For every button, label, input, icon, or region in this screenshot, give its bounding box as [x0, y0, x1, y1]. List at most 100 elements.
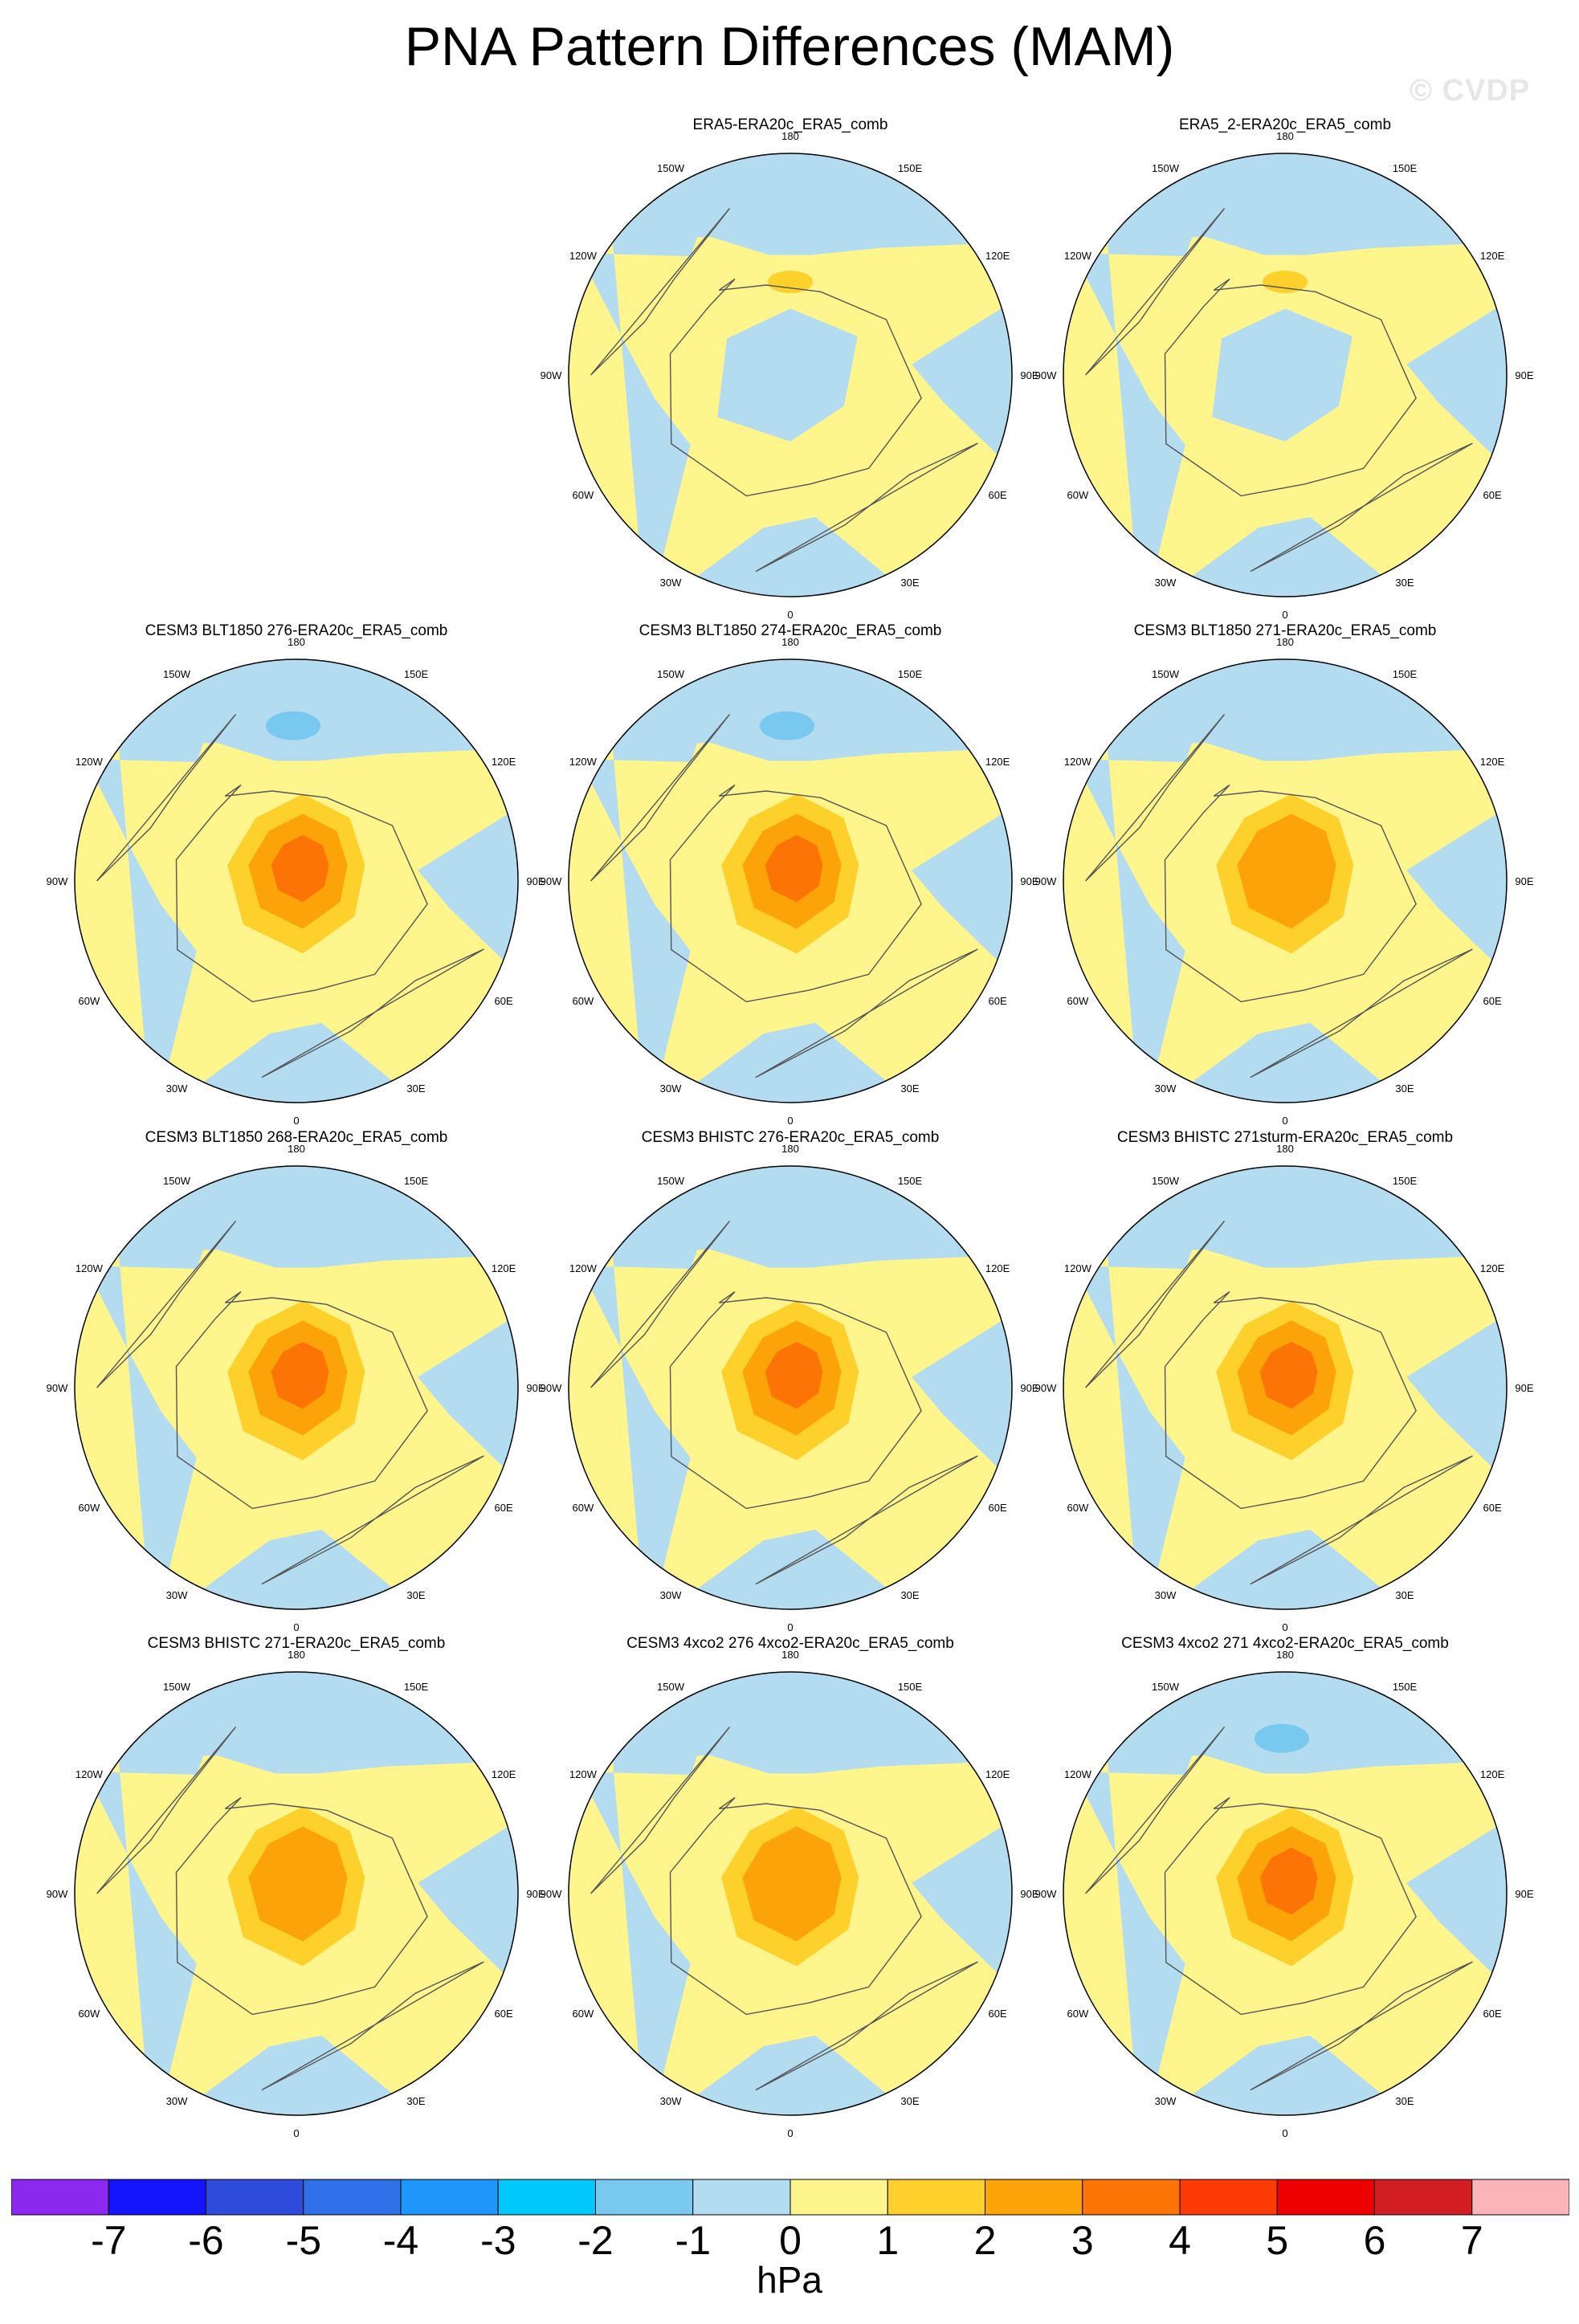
- longitude-label: 180: [781, 130, 799, 142]
- longitude-label: 180: [781, 1649, 799, 1661]
- longitude-label: 90W: [541, 1382, 562, 1394]
- longitude-label: 150E: [898, 162, 923, 174]
- longitude-label: 150W: [1152, 668, 1180, 680]
- longitude-label: 30E: [900, 1589, 919, 1601]
- longitude-label: 30E: [1395, 577, 1414, 589]
- longitude-label: 30E: [900, 1082, 919, 1095]
- longitude-label: 120E: [985, 756, 1010, 768]
- negative-anomaly-atlantic: [579, 1167, 719, 1609]
- coastlines: [96, 714, 484, 1078]
- longitude-label: 150W: [657, 162, 685, 174]
- longitude-label: 90W: [541, 875, 562, 887]
- panel-title: CESM3 4xco2 276 4xco2-ERA20c_ERA5_comb: [626, 1635, 954, 1652]
- longitude-label: 30W: [1155, 1589, 1177, 1601]
- longitude-label: 120W: [75, 1262, 104, 1274]
- longitude-label: 150E: [898, 1175, 923, 1187]
- longitude-label: 150E: [404, 1681, 429, 1693]
- longitude-label: 60E: [989, 995, 1007, 1007]
- positive-anomaly-contour: [1259, 1341, 1318, 1409]
- longitude-label: 0: [293, 1621, 299, 1633]
- coastlines: [590, 714, 978, 1078]
- longitude-label: 30W: [660, 577, 682, 589]
- map-panel: CESM3 BHISTC 271sturm-ERA20c_ERA5_comb18…: [1035, 1129, 1534, 1633]
- negative-anomaly-atlantic: [579, 154, 719, 597]
- coastlines: [1085, 1727, 1473, 2091]
- longitude-label: 150W: [1152, 1175, 1180, 1187]
- longitude-label: 60W: [573, 995, 594, 1007]
- longitude-label: 150E: [1393, 162, 1418, 174]
- longitude-label: 120E: [1480, 250, 1505, 262]
- colorbar-segment: [595, 2179, 694, 2216]
- longitude-label: 0: [787, 2127, 793, 2139]
- colorbar-tick-label: -6: [188, 2218, 224, 2263]
- panel-title: CESM3 BHISTC 276-ERA20c_ERA5_comb: [642, 1129, 940, 1146]
- longitude-label: 180: [781, 636, 799, 648]
- longitude-label: 150E: [898, 1681, 923, 1693]
- negative-anomaly-atlantic: [579, 1673, 719, 2115]
- coastlines: [590, 1221, 978, 1585]
- map-boundary: [74, 658, 519, 1103]
- colorbar-tick-label: 1: [876, 2218, 900, 2263]
- longitude-label: 60W: [1067, 489, 1089, 501]
- longitude-label: 60E: [495, 1502, 513, 1514]
- longitude-label: 0: [787, 1115, 793, 1127]
- longitude-label: 150W: [163, 1681, 191, 1693]
- colorbar-tick-label: -5: [285, 2218, 322, 2263]
- negative-anomaly-atlantic: [1074, 154, 1214, 597]
- longitude-label: 90E: [526, 875, 545, 887]
- longitude-label: 90W: [1035, 1382, 1057, 1394]
- longitude-label: 120W: [569, 250, 598, 262]
- longitude-label: 150W: [163, 1175, 191, 1187]
- negative-anomaly-atlantic: [85, 1673, 225, 2115]
- longitude-label: 30W: [1155, 577, 1177, 589]
- longitude-label: 30W: [660, 1082, 682, 1095]
- colorbar-tick-label: 5: [1266, 2218, 1289, 2263]
- positive-anomaly-small: [768, 271, 813, 294]
- longitude-label: 30W: [1155, 1082, 1177, 1095]
- map-boundary: [1063, 658, 1508, 1103]
- longitude-label: 60E: [495, 995, 513, 1007]
- longitude-label: 90E: [1020, 1888, 1038, 1900]
- longitude-label: 0: [1282, 1621, 1287, 1633]
- colorbar-segment: [497, 2179, 596, 2216]
- colorbar-segment: [11, 2179, 109, 2216]
- negative-anomaly-polar: [717, 308, 858, 442]
- panel-title: CESM3 BLT1850 274-ERA20c_ERA5_comb: [639, 622, 942, 639]
- coastlines: [96, 1727, 484, 2091]
- figure-title: PNA Pattern Differences (MAM): [404, 16, 1175, 77]
- longitude-label: 90W: [1035, 369, 1057, 381]
- longitude-label: 90E: [1515, 1888, 1533, 1900]
- colorbar-segment: [400, 2179, 499, 2216]
- longitude-label: 120W: [569, 756, 598, 768]
- longitude-label: 0: [1282, 609, 1287, 621]
- longitude-label: 90E: [1020, 875, 1038, 887]
- negative-anomaly-atlantic: [579, 660, 719, 1103]
- longitude-label: 60W: [1067, 2008, 1089, 2020]
- positive-anomaly-contour: [742, 1826, 842, 1942]
- longitude-label: 0: [1282, 1115, 1287, 1127]
- longitude-label: 90W: [541, 369, 562, 381]
- longitude-label: 30E: [1395, 2095, 1414, 2107]
- longitude-label: 150E: [1393, 668, 1418, 680]
- colorbar-tick-label: 2: [973, 2218, 997, 2263]
- colorbar-tick-label: 4: [1169, 2218, 1191, 2263]
- negative-anomaly-south: [163, 1022, 430, 1103]
- map-boundary: [1063, 1671, 1508, 2116]
- map-boundary: [1063, 1165, 1508, 1610]
- negative-anomaly-south: [1152, 1022, 1418, 1103]
- longitude-label: 90W: [541, 1888, 562, 1900]
- longitude-label: 120E: [492, 1768, 516, 1780]
- longitude-label: 30E: [1395, 1082, 1414, 1095]
- colorbar-segment: [1179, 2179, 1278, 2216]
- coastlines: [1085, 1221, 1473, 1585]
- colorbar-segment: [985, 2179, 1083, 2216]
- panel-title: CESM3 BLT1850 276-ERA20c_ERA5_comb: [145, 622, 448, 639]
- longitude-label: 90E: [1515, 369, 1533, 381]
- positive-anomaly-contour: [765, 1341, 823, 1409]
- panel-title: CESM3 4xco2 271 4xco2-ERA20c_ERA5_comb: [1121, 1635, 1449, 1652]
